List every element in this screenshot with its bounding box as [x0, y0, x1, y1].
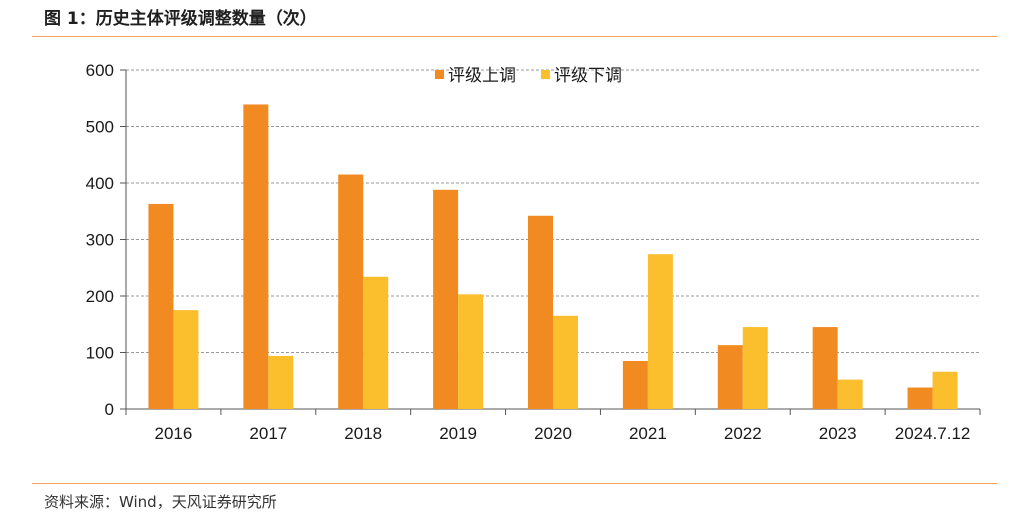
- legend-swatch-downgrade: [541, 70, 550, 79]
- x-tick-label: 2017: [249, 424, 287, 443]
- legend-label-upgrade: 评级上调: [448, 66, 516, 86]
- x-tick-label: 2016: [155, 424, 193, 443]
- y-tick-label: 200: [86, 287, 114, 306]
- bar-upgrade-2019: [433, 189, 459, 409]
- bar-upgrade-2020: [528, 215, 553, 409]
- x-tick-label: 2021: [629, 424, 667, 443]
- x-tick-label: 2018: [344, 424, 382, 443]
- x-tick-label: 2022: [724, 424, 762, 443]
- bar-downgrade-2017: [268, 355, 294, 409]
- bar-chart: 0 100 200 300 400 500 600 2016 2017 2018 2019 2020 2…: [86, 61, 981, 443]
- bar-upgrade-2024.7.12: [907, 387, 933, 409]
- bar-upgrade-2018: [338, 174, 364, 409]
- y-tick-label: 100: [86, 344, 114, 363]
- y-tick-label: 600: [86, 61, 114, 80]
- bar-downgrade-2021: [647, 254, 673, 409]
- source-divider: [32, 483, 997, 484]
- source-note: 资料来源：Wind，天风证券研究所: [44, 493, 277, 511]
- tick-labels: 0 100 200 300 400 500 600 2016 2017 2018 2019 2020 2…: [86, 61, 971, 443]
- bar-downgrade-2024.7.12: [932, 371, 958, 409]
- legend: 评级上调 评级下调: [435, 66, 622, 86]
- bar-downgrade-2019: [458, 294, 484, 409]
- x-tick-label: 2024.7.12: [895, 424, 971, 443]
- figure-title: 图 1：历史主体评级调整数量（次）: [44, 9, 317, 29]
- bars: [148, 104, 958, 409]
- bar-upgrade-2023: [812, 327, 838, 409]
- y-tick-label: 400: [86, 174, 114, 193]
- bar-upgrade-2022: [717, 345, 743, 409]
- bar-upgrade-2017: [243, 104, 269, 409]
- y-tick-label: 500: [86, 118, 114, 137]
- y-tick-label: 300: [86, 231, 114, 250]
- bar-downgrade-2023: [837, 379, 863, 409]
- bar-downgrade-2016: [173, 310, 199, 409]
- legend-swatch-upgrade: [435, 70, 444, 79]
- title-divider: [32, 36, 997, 37]
- bar-upgrade-2016: [148, 203, 174, 409]
- legend-label-downgrade: 评级下调: [554, 66, 622, 86]
- bar-downgrade-2018: [363, 276, 389, 409]
- bar-downgrade-2022: [742, 327, 768, 409]
- y-tick-label: 0: [105, 400, 114, 419]
- x-tick-label: 2020: [534, 424, 572, 443]
- x-tick-label: 2019: [439, 424, 477, 443]
- bar-upgrade-2021: [622, 360, 648, 409]
- x-tick-label: 2023: [819, 424, 857, 443]
- bar-downgrade-2020: [553, 315, 578, 409]
